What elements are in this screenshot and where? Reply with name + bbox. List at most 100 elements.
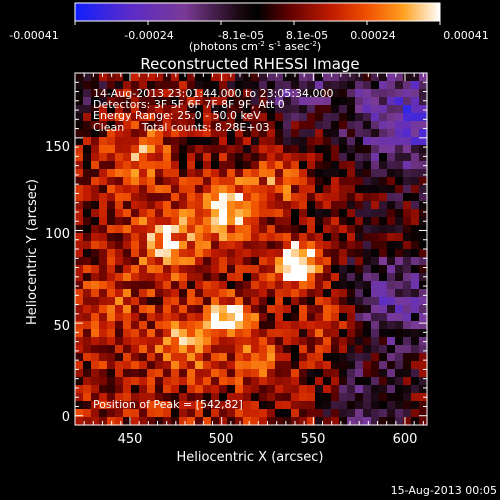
heatmap-cell [331,353,340,362]
heatmap-cell [243,353,252,362]
heatmap-cell [363,233,372,242]
heatmap-cell [131,361,140,370]
heatmap-cell [363,257,372,266]
heatmap-cell [403,201,412,210]
heatmap-cell [339,129,348,138]
heatmap-cell [147,281,156,290]
heatmap-cell [419,249,428,258]
heatmap-cell [123,209,132,218]
heatmap-cell [187,385,196,394]
heatmap-cell [403,209,412,218]
heatmap-cell [283,369,292,378]
heatmap-cell [139,113,148,122]
heatmap-cell [91,209,100,218]
heatmap-cell [291,313,300,322]
heatmap-cell [147,241,156,250]
heatmap-cell [155,233,164,242]
heatmap-cell [219,233,228,242]
heatmap-cell [339,249,348,258]
heatmap-cell [139,353,148,362]
heatmap-cell [227,241,236,250]
heatmap-cell [299,137,308,146]
heatmap-cell [235,257,244,266]
heatmap-cell [115,401,124,410]
heatmap-cell [91,177,100,186]
heatmap-cell [211,337,220,346]
heatmap-cell [195,393,204,402]
heatmap-cell [219,393,228,402]
heatmap-cell [403,241,412,250]
heatmap-cell [219,121,228,130]
heatmap-cell [275,161,284,170]
heatmap-cell [179,201,188,210]
heatmap-cell [107,305,116,314]
heatmap-cell [363,161,372,170]
heatmap-cell [115,321,124,330]
heatmap-cell [123,105,132,114]
heatmap-cell [99,289,108,298]
heatmap-cell [403,337,412,346]
heatmap-cell [347,409,356,418]
heatmap-cell [99,345,108,354]
heatmap-cell [99,121,108,130]
heatmap-cell [163,105,172,114]
heatmap-cell [91,225,100,234]
heatmap-cell [147,177,156,186]
heatmap-cell [403,89,412,98]
heatmap-cell [131,321,140,330]
heatmap-cell [387,273,396,282]
heatmap-cell [243,297,252,306]
heatmap-cell [179,217,188,226]
heatmap-cell [171,313,180,322]
heatmap-cell [355,329,364,338]
heatmap-cell [179,321,188,330]
heatmap-cell [323,121,332,130]
heatmap-cell [139,329,148,338]
heatmap-cell [83,137,92,146]
heatmap-cell [235,209,244,218]
heatmap-cell [259,297,268,306]
heatmap-cell [83,321,92,330]
heatmap-cell [139,377,148,386]
heatmap-cell [403,121,412,130]
heatmap-cell [307,281,316,290]
heatmap-cell [411,201,420,210]
heatmap-cell [291,225,300,234]
heatmap-cell [283,225,292,234]
heatmap-cell [363,401,372,410]
heatmap-cell [371,345,380,354]
heatmap-cell [411,145,420,154]
heatmap-cell [275,329,284,338]
heatmap-cell [235,161,244,170]
heatmap-cell [299,361,308,370]
heatmap-cell [243,153,252,162]
heatmap-cell [371,257,380,266]
heatmap-cell [83,417,92,426]
heatmap-cell [403,137,412,146]
heatmap-cell [283,209,292,218]
heatmap-cell [75,353,84,362]
heatmap-cell [187,233,196,242]
heatmap-cell [419,305,428,314]
heatmap-cell [147,169,156,178]
heatmap-cell [299,305,308,314]
heatmap-cell [267,233,276,242]
heatmap-cell [323,369,332,378]
heatmap-cell [363,185,372,194]
heatmap-cell [219,153,228,162]
heatmap-cell [355,353,364,362]
heatmap-cell [219,97,228,106]
heatmap-cell [315,305,324,314]
heatmap-cell [107,289,116,298]
heatmap-cell [203,313,212,322]
heatmap-cell [355,249,364,258]
heatmap-cell [203,281,212,290]
heatmap-cell [251,121,260,130]
heatmap-cell [307,249,316,258]
heatmap-cell [171,289,180,298]
heatmap-cell [147,105,156,114]
heatmap-cell [131,401,140,410]
heatmap-cell [91,241,100,250]
heatmap-cell [83,369,92,378]
heatmap-cell [283,265,292,274]
